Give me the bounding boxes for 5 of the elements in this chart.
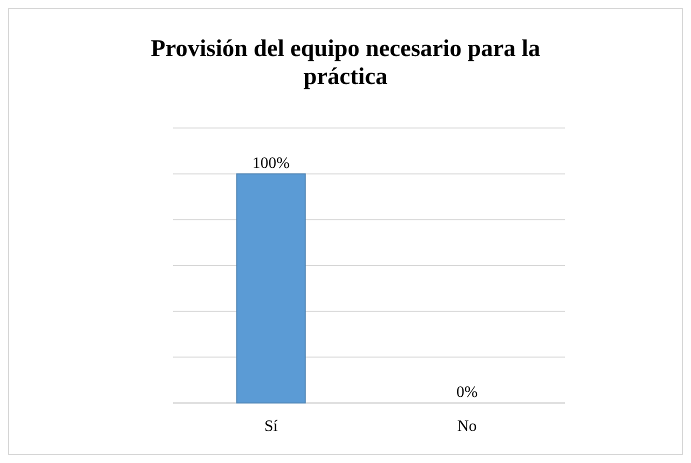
data-label: 100% bbox=[252, 154, 290, 172]
data-label: 0% bbox=[456, 384, 478, 401]
chart-title: Provisión del equipo necesario para la práctica bbox=[150, 36, 540, 90]
x-tick-label: Sí bbox=[264, 418, 278, 435]
x-tick-label: No bbox=[457, 418, 477, 435]
